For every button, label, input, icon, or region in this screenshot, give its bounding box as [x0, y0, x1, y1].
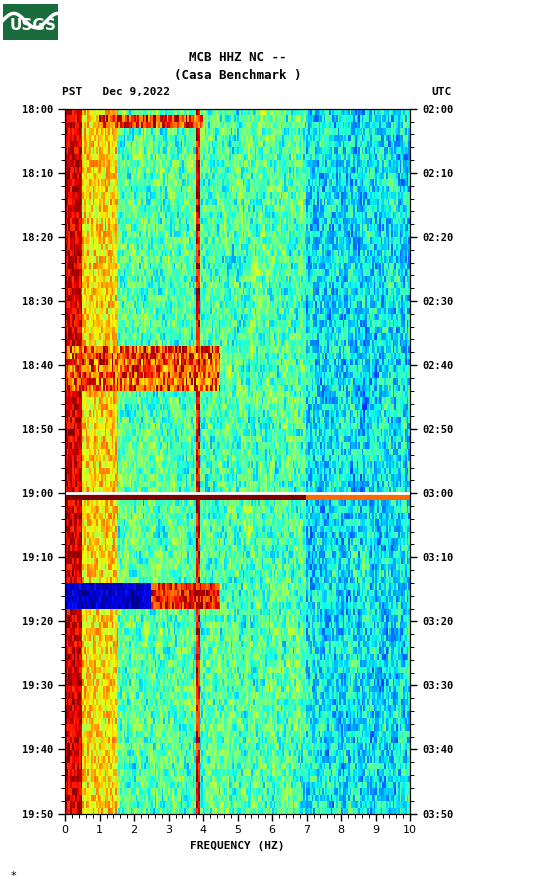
Text: USGS: USGS: [10, 18, 56, 33]
Text: PST   Dec 9,2022: PST Dec 9,2022: [62, 87, 171, 97]
Text: *: *: [11, 871, 17, 881]
X-axis label: FREQUENCY (HZ): FREQUENCY (HZ): [190, 841, 285, 851]
Text: MCB HHZ NC --: MCB HHZ NC --: [189, 52, 286, 64]
Text: UTC: UTC: [431, 87, 452, 97]
Text: (Casa Benchmark ): (Casa Benchmark ): [174, 70, 301, 82]
